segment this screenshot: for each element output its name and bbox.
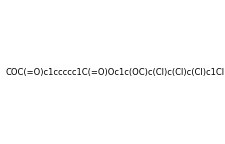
Text: COC(=O)c1ccccc1C(=O)Oc1c(OC)c(Cl)c(Cl)c(Cl)c1Cl: COC(=O)c1ccccc1C(=O)Oc1c(OC)c(Cl)c(Cl)c(… <box>6 68 225 77</box>
